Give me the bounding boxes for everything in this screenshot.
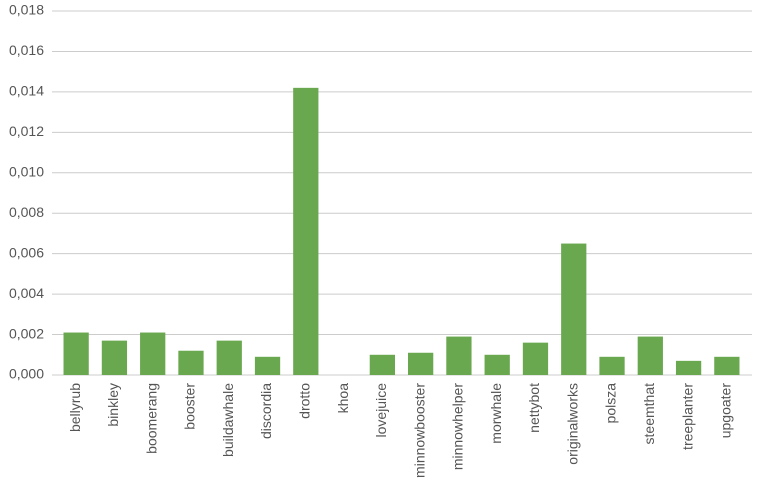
y-tick-label: 0,012 xyxy=(9,123,44,139)
bar xyxy=(369,354,395,375)
x-tick-label: drotto xyxy=(297,383,313,419)
x-tick-label: minnowhelper xyxy=(450,383,466,470)
y-tick-label: 0,002 xyxy=(9,325,44,341)
x-tick-label: originalworks xyxy=(564,383,580,465)
bar xyxy=(637,336,663,375)
y-tick-label: 0,016 xyxy=(9,42,44,58)
bar xyxy=(293,87,319,375)
x-tick-label: binkley xyxy=(105,383,121,427)
x-tick-label: polsza xyxy=(603,383,619,424)
bar xyxy=(714,356,740,375)
x-tick-label: buildawhale xyxy=(220,383,236,457)
bar xyxy=(484,354,510,375)
x-tick-label: lovejuice xyxy=(373,383,389,438)
x-tick-label: morwhale xyxy=(488,383,504,444)
x-tick-label: khoa xyxy=(335,383,351,414)
x-tick-label: steemthat xyxy=(641,383,657,445)
y-tick-label: 0,014 xyxy=(9,83,44,99)
bar xyxy=(675,360,702,375)
bar xyxy=(561,243,587,375)
bar xyxy=(216,340,242,375)
x-tick-label: nettybot xyxy=(526,383,542,433)
y-tick-label: 0,000 xyxy=(9,366,44,382)
y-tick-label: 0,018 xyxy=(9,2,44,18)
bar xyxy=(63,332,89,375)
x-tick-label: minnowbooster xyxy=(411,383,427,478)
bar xyxy=(140,332,166,375)
bar xyxy=(101,340,128,375)
bar xyxy=(254,356,281,375)
x-tick-label: boomerang xyxy=(143,383,159,454)
x-tick-label: discordia xyxy=(258,383,274,439)
bar xyxy=(178,350,204,375)
bar xyxy=(408,352,434,375)
y-tick-label: 0,008 xyxy=(9,204,44,220)
y-tick-label: 0,004 xyxy=(9,285,44,301)
x-tick-label: treeplanter xyxy=(679,383,695,450)
y-tick-label: 0,006 xyxy=(9,244,44,260)
bar xyxy=(599,356,625,375)
y-tick-label: 0,010 xyxy=(9,163,44,179)
bar xyxy=(522,342,549,375)
x-tick-label: booster xyxy=(182,383,198,430)
bar xyxy=(446,336,472,375)
x-tick-label: bellyrub xyxy=(67,383,83,432)
x-tick-label: upgoater xyxy=(718,383,734,439)
